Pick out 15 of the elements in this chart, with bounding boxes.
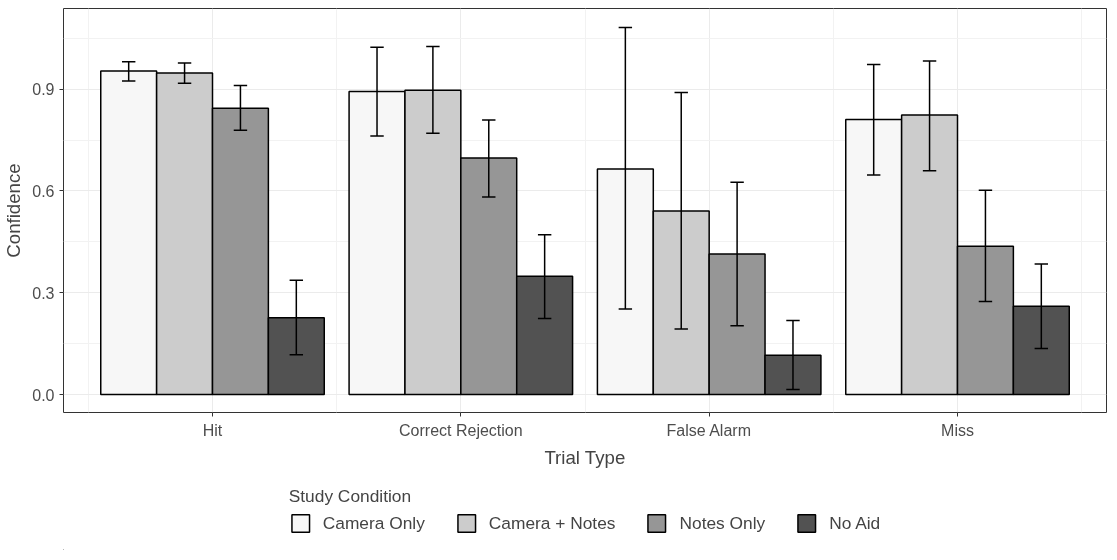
legend-label: Camera + Notes (488, 512, 616, 534)
x-tick-label: Miss (941, 421, 974, 439)
legend-label: Notes Only (679, 512, 766, 534)
y-tick-label: 0.9 (32, 81, 55, 99)
x-axis-title: Trial Type (544, 446, 626, 468)
legend-label: Camera Only (322, 512, 425, 534)
x-tick-label: Hit (202, 421, 223, 439)
x-tick-label: False Alarm (666, 421, 751, 439)
legend-title: Study Condition (288, 486, 413, 507)
y-tick-label: 0.6 (32, 183, 55, 200)
x-tick-label: Correct Rejection (399, 421, 523, 439)
y-tick-label: 0.0 (32, 386, 55, 404)
legend-label: No Aid (829, 512, 881, 534)
y-axis-title: Confidence (3, 163, 25, 258)
y-tick-label: 0.3 (32, 284, 55, 302)
